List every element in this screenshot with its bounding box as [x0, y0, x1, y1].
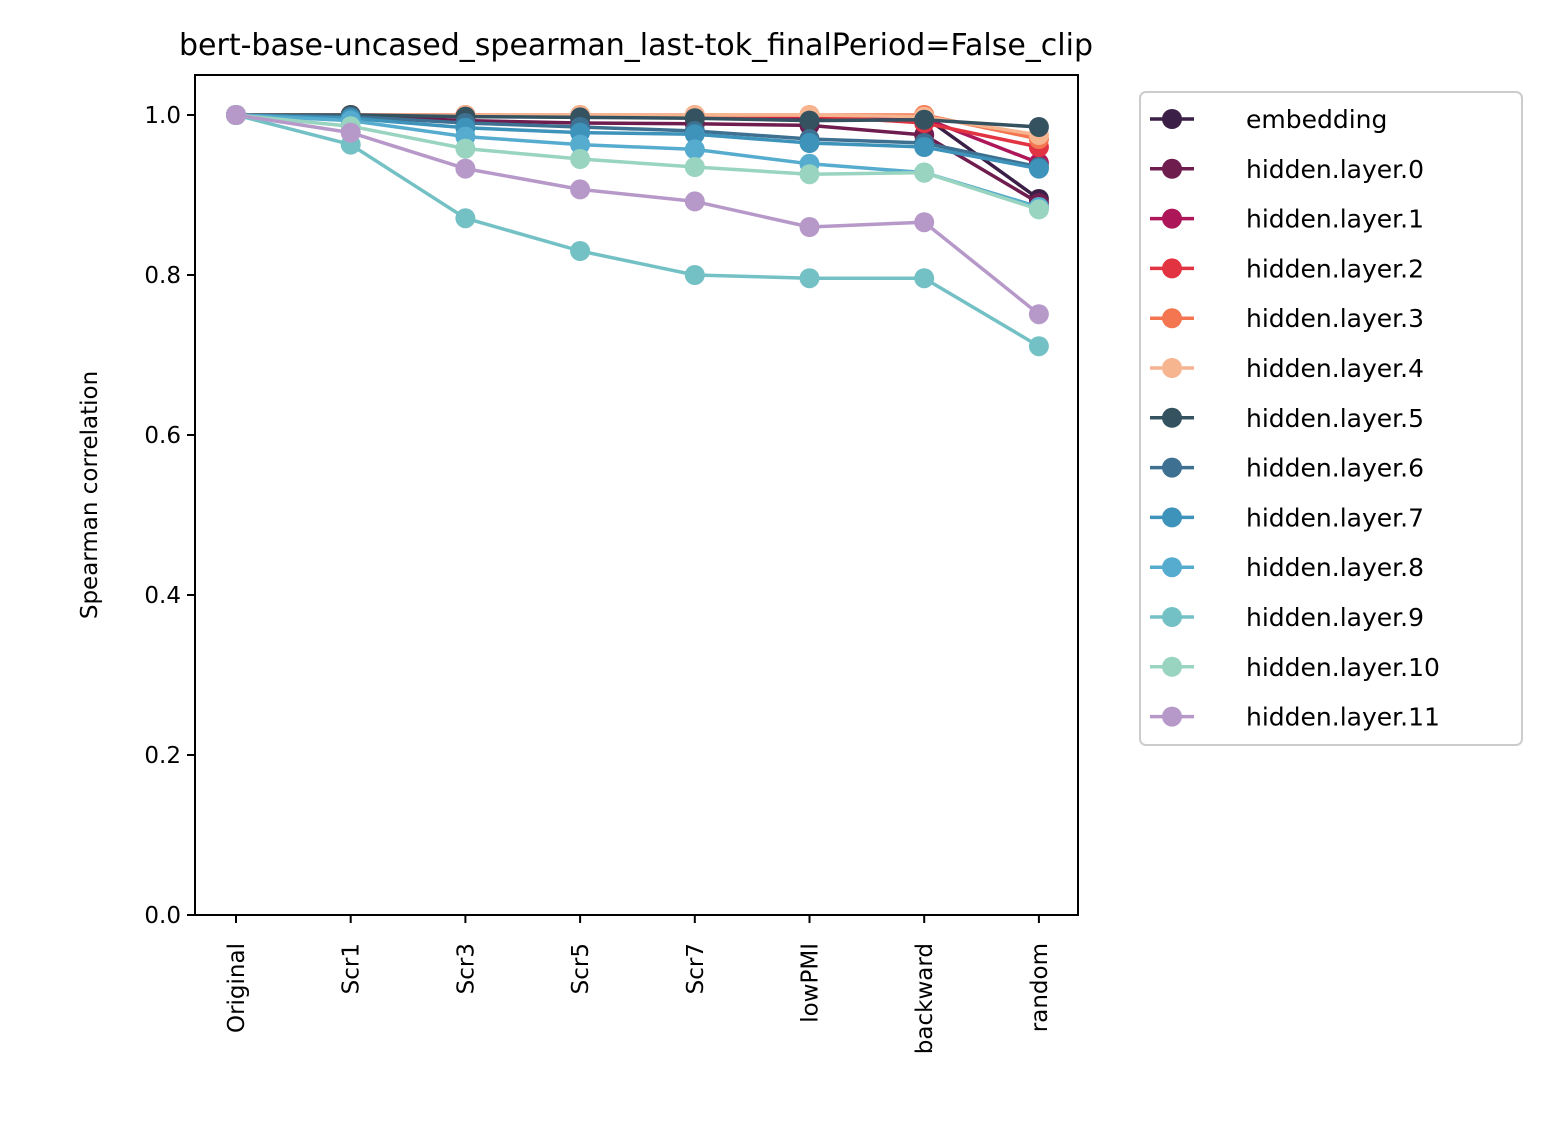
legend-label-2: hidden.layer.1 [1246, 205, 1424, 234]
legend-marker-7 [1162, 457, 1182, 478]
series-point-11-5 [799, 164, 820, 185]
series-point-11-7 [1028, 199, 1049, 220]
legend-label-9: hidden.layer.8 [1246, 553, 1424, 582]
series-point-6-5 [799, 110, 820, 131]
legend-label-11: hidden.layer.10 [1246, 653, 1440, 682]
y-tick-label-0: 0.0 [144, 903, 181, 929]
series-line-11 [234, 113, 1041, 212]
y-tick-label-2: 0.4 [144, 583, 181, 609]
y-axis-label: Spearman correlation [77, 371, 103, 619]
y-tick-label-4: 0.8 [144, 263, 181, 289]
series-point-6-6 [914, 109, 935, 130]
legend-marker-9 [1162, 557, 1182, 578]
series-point-12-1 [340, 122, 361, 143]
x-tick-label-0: Original [224, 943, 250, 1033]
x-tick-label-6: backward [912, 943, 938, 1054]
legend-label-6: hidden.layer.5 [1246, 404, 1424, 433]
legend-marker-12 [1162, 706, 1182, 727]
x-tick-label-2: Scr3 [453, 943, 479, 994]
series-point-12-0 [226, 105, 246, 125]
series-point-10-3 [570, 241, 591, 261]
series-point-8-5 [799, 133, 820, 153]
series-point-12-2 [455, 158, 476, 179]
legend-marker-0 [1162, 109, 1182, 129]
series-point-12-4 [684, 191, 705, 212]
series-line-10 [234, 113, 1041, 348]
x-tick-label-3: Scr5 [568, 943, 594, 994]
series-point-10-2 [455, 208, 476, 229]
series-point-10-6 [914, 268, 935, 289]
series-point-12-7 [1028, 304, 1049, 325]
legend-label-7: hidden.layer.6 [1246, 454, 1424, 483]
legend-marker-10 [1162, 607, 1182, 627]
axes: 0.0 0.2 0.4 0.6 0.8 1.0 Original Scr1 Scr3 Scr5 Sc… [144, 103, 1052, 1054]
series-point-10-5 [799, 268, 820, 289]
chart-title: bert-base-uncased_spearman_last-tok_fina… [179, 28, 1093, 63]
series-point-11-2 [455, 138, 476, 159]
series-line-8 [234, 113, 1041, 171]
x-tick-label-4: Scr7 [683, 943, 709, 994]
series-point-12-5 [799, 217, 820, 237]
series-point-11-4 [684, 157, 705, 177]
legend-frame [1139, 91, 1523, 746]
y-tick-label-1: 0.2 [144, 743, 181, 769]
series-point-8-6 [914, 137, 935, 157]
legend-label-3: hidden.layer.2 [1246, 254, 1424, 283]
legend: embedding hidden.layer.0 hidden.layer.1 hid… [1139, 91, 1523, 746]
legend-label-1: hidden.layer.0 [1246, 155, 1424, 184]
series-point-12-3 [570, 179, 591, 200]
legend-marker-11 [1162, 656, 1182, 677]
legend-label-10: hidden.layer.9 [1246, 603, 1424, 632]
series-line-12 [234, 113, 1041, 316]
series-line-6 [234, 113, 1041, 129]
series-point-6-7 [1028, 117, 1049, 137]
plot-area [226, 105, 1049, 357]
y-tick-label-5: 1.0 [144, 103, 181, 129]
series-point-10-7 [1028, 336, 1049, 357]
series-point-10-4 [684, 265, 705, 285]
series-point-9-4 [684, 139, 705, 160]
legend-label-8: hidden.layer.7 [1246, 503, 1424, 532]
series-point-9-3 [570, 134, 591, 155]
series-point-8-7 [1028, 158, 1049, 179]
series-point-11-3 [570, 149, 591, 169]
legend-marker-1 [1162, 158, 1182, 179]
legend-marker-6 [1162, 407, 1182, 428]
legend-marker-3 [1162, 258, 1182, 279]
x-tick-label-1: Scr1 [339, 943, 365, 994]
legend-marker-4 [1162, 308, 1182, 329]
x-tick-label-5: lowPMI [798, 943, 824, 1023]
plot-frame [194, 74, 1079, 916]
legend-marker-5 [1162, 358, 1182, 378]
legend-label-0: embedding [1246, 105, 1387, 134]
legend-label-4: hidden.layer.3 [1246, 304, 1424, 333]
legend-marker-8 [1162, 507, 1182, 528]
series-point-11-6 [914, 162, 935, 183]
y-tick-label-3: 0.6 [144, 423, 181, 449]
legend-marker-2 [1162, 208, 1182, 229]
series-point-12-6 [914, 212, 935, 233]
legend-label-5: hidden.layer.4 [1246, 354, 1424, 383]
legend-label-12: hidden.layer.11 [1246, 703, 1440, 732]
series-line-7 [234, 113, 1041, 169]
x-tick-label-7: random [1027, 943, 1053, 1032]
series-point-8-4 [684, 124, 705, 145]
